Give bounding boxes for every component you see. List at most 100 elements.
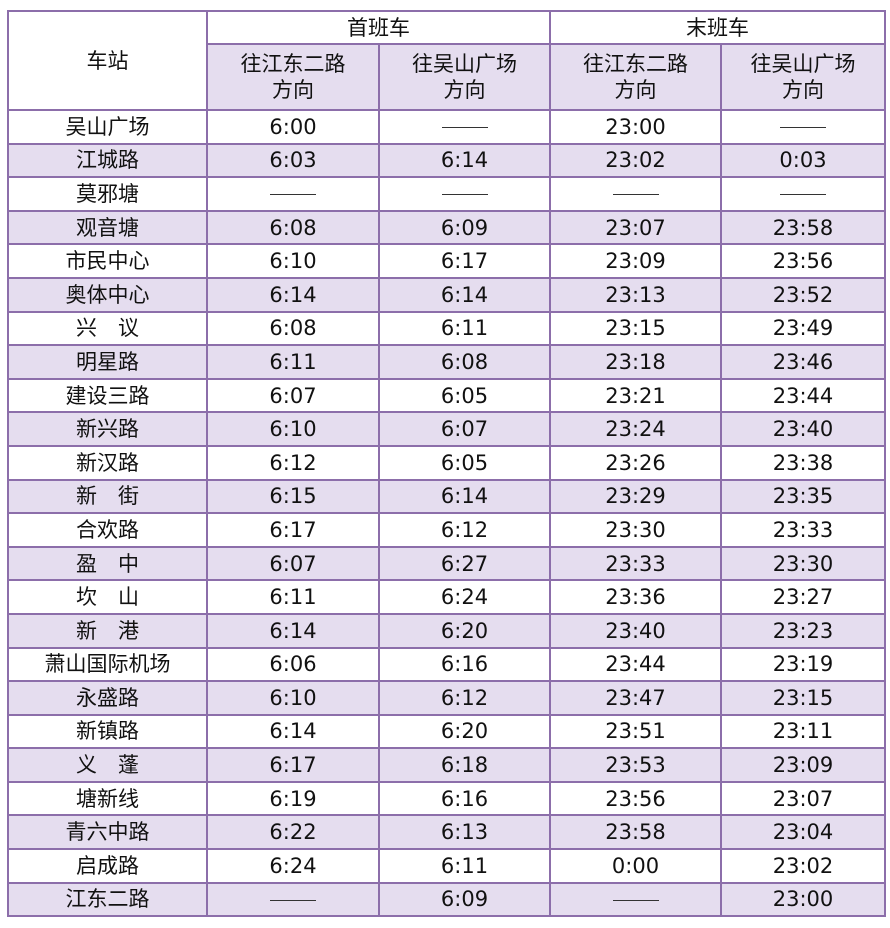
station-name-cell: 观音塘 bbox=[7, 209, 208, 246]
direction-suffix: 方向 bbox=[614, 78, 657, 102]
last-to-wushan-cell: 23:11 bbox=[720, 713, 886, 750]
direction-suffix: 方向 bbox=[782, 78, 824, 102]
last-to-wushan-cell: 23:00 bbox=[720, 881, 886, 918]
last-to-wushan-cell: 23:40 bbox=[720, 411, 886, 447]
last-to-wushan-cell: 23:35 bbox=[720, 478, 886, 515]
no-service-dash bbox=[612, 899, 659, 901]
table-row: 义 蓬 6:17 6:18 23:53 23:09 bbox=[7, 747, 886, 783]
last-to-jiangdong-cell: 23:58 bbox=[549, 814, 722, 851]
station-name-cell: 建设三路 bbox=[7, 377, 208, 414]
station-name-cell: 莫邪塘 bbox=[7, 176, 208, 212]
direction-label: 往江东二路 bbox=[240, 52, 346, 76]
first-to-wushan-cell: 6:16 bbox=[378, 646, 551, 683]
last-to-jiangdong-cell: 23:33 bbox=[549, 545, 722, 582]
table-row: 市民中心 6:10 6:17 23:09 23:56 bbox=[7, 243, 886, 279]
first-to-jiangdong-cell: 6:12 bbox=[206, 444, 380, 481]
station-name-cell: 新汉路 bbox=[7, 444, 208, 481]
first-to-wushan-cell: 6:11 bbox=[378, 848, 551, 884]
first-to-jiangdong-cell: 6:17 bbox=[206, 747, 380, 783]
table-row: 江东二路 6:09 23:00 bbox=[7, 881, 886, 918]
first-to-wushan-cell: 6:16 bbox=[378, 780, 551, 817]
first-to-jiangdong-cell: 6:24 bbox=[206, 848, 380, 884]
table-row: 盈 中 6:07 6:27 23:33 23:30 bbox=[7, 545, 886, 582]
station-name-cell: 明星路 bbox=[7, 344, 208, 380]
last-to-jiangdong-cell: 23:24 bbox=[549, 411, 722, 447]
first-to-wushan-cell: 6:09 bbox=[378, 881, 551, 918]
table-row: 奥体中心 6:14 6:14 23:13 23:52 bbox=[7, 276, 886, 313]
table-row: 永盛路 6:10 6:12 23:47 23:15 bbox=[7, 680, 886, 716]
last-to-wushan-cell: 0:03 bbox=[720, 142, 886, 179]
first-to-wushan-cell: 6:17 bbox=[378, 243, 551, 279]
first-to-jiangdong-cell: 6:14 bbox=[206, 612, 380, 649]
last-to-wushan-cell bbox=[720, 109, 886, 145]
no-service-dash bbox=[780, 127, 826, 129]
last-to-wushan-cell: 23:09 bbox=[720, 747, 886, 783]
last-to-jiangdong-cell: 23:21 bbox=[549, 377, 722, 414]
first-to-wushan-cell: 6:09 bbox=[378, 209, 551, 246]
first-to-wushan-cell: 6:12 bbox=[378, 680, 551, 716]
table-row: 新 港 6:14 6:20 23:40 23:23 bbox=[7, 612, 886, 649]
last-to-jiangdong-cell bbox=[549, 176, 722, 212]
first-to-jiangdong-cell: 6:00 bbox=[206, 109, 380, 145]
table-row: 建设三路 6:07 6:05 23:21 23:44 bbox=[7, 377, 886, 414]
direction-suffix: 方向 bbox=[272, 78, 314, 102]
table-row: 新兴路 6:10 6:07 23:24 23:40 bbox=[7, 411, 886, 447]
no-service-dash bbox=[441, 127, 488, 129]
last-to-jiangdong-cell: 23:26 bbox=[549, 444, 722, 481]
first-to-wushan-cell: 6:18 bbox=[378, 747, 551, 783]
last-to-wushan-cell: 23:58 bbox=[720, 209, 886, 246]
last-to-jiangdong-cell: 23:53 bbox=[549, 747, 722, 783]
first-to-wushan-cell: 6:27 bbox=[378, 545, 551, 582]
first-train-header: 首班车 bbox=[206, 10, 551, 45]
table-row: 启成路 6:24 6:11 0:00 23:02 bbox=[7, 848, 886, 884]
first-to-wushan-cell: 6:14 bbox=[378, 142, 551, 179]
station-name-cell: 新兴路 bbox=[7, 411, 208, 447]
first-to-wushan-cell: 6:20 bbox=[378, 713, 551, 750]
first-to-jiangdong-header: 往江东二路 方向 bbox=[206, 43, 380, 111]
last-to-wushan-cell: 23:56 bbox=[720, 243, 886, 279]
last-to-jiangdong-cell: 23:15 bbox=[549, 310, 722, 347]
table-row: 新 街 6:15 6:14 23:29 23:35 bbox=[7, 478, 886, 515]
last-to-jiangdong-cell: 23:00 bbox=[549, 109, 722, 145]
station-name-cell: 奥体中心 bbox=[7, 276, 208, 313]
table-row: 新汉路 6:12 6:05 23:26 23:38 bbox=[7, 444, 886, 481]
last-to-jiangdong-cell: 23:47 bbox=[549, 680, 722, 716]
first-to-jiangdong-cell: 6:17 bbox=[206, 512, 380, 548]
last-to-jiangdong-cell bbox=[549, 881, 722, 918]
no-service-dash bbox=[270, 899, 316, 901]
first-to-jiangdong-cell: 6:08 bbox=[206, 310, 380, 347]
first-to-wushan-cell: 6:05 bbox=[378, 444, 551, 481]
last-to-jiangdong-cell: 23:09 bbox=[549, 243, 722, 279]
station-name-cell: 新 港 bbox=[7, 612, 208, 649]
last-to-jiangdong-cell: 23:29 bbox=[549, 478, 722, 515]
first-to-jiangdong-cell bbox=[206, 176, 380, 212]
station-name-cell: 市民中心 bbox=[7, 243, 208, 279]
last-to-wushan-cell: 23:02 bbox=[720, 848, 886, 884]
last-to-jiangdong-cell: 23:30 bbox=[549, 512, 722, 548]
last-to-jiangdong-cell: 23:36 bbox=[549, 579, 722, 615]
first-to-wushan-header: 往吴山广场 方向 bbox=[378, 43, 551, 111]
last-to-jiangdong-cell: 23:07 bbox=[549, 209, 722, 246]
direction-label: 往吴山广场 bbox=[412, 52, 517, 76]
table-row: 明星路 6:11 6:08 23:18 23:46 bbox=[7, 344, 886, 380]
station-name-cell: 启成路 bbox=[7, 848, 208, 884]
first-to-jiangdong-cell bbox=[206, 881, 380, 918]
last-to-wushan-header: 往吴山广场 方向 bbox=[720, 43, 886, 111]
first-to-jiangdong-cell: 6:10 bbox=[206, 680, 380, 716]
last-to-wushan-cell: 23:19 bbox=[720, 646, 886, 683]
last-to-wushan-cell: 23:15 bbox=[720, 680, 886, 716]
table-row: 莫邪塘 bbox=[7, 176, 886, 212]
first-to-wushan-cell: 6:08 bbox=[378, 344, 551, 380]
last-to-wushan-cell: 23:38 bbox=[720, 444, 886, 481]
station-name-cell: 塘新线 bbox=[7, 780, 208, 817]
table-row: 萧山国际机场 6:06 6:16 23:44 23:19 bbox=[7, 646, 886, 683]
station-name-cell: 青六中路 bbox=[7, 814, 208, 851]
station-header: 车站 bbox=[7, 10, 208, 111]
last-to-wushan-cell: 23:52 bbox=[720, 276, 886, 313]
last-to-wushan-cell: 23:23 bbox=[720, 612, 886, 649]
station-name-cell: 义 蓬 bbox=[7, 747, 208, 783]
last-to-jiangdong-header: 往江东二路 方向 bbox=[549, 43, 722, 111]
table-row: 坎 山 6:11 6:24 23:36 23:27 bbox=[7, 579, 886, 615]
no-service-dash bbox=[441, 194, 488, 196]
first-to-wushan-cell bbox=[378, 109, 551, 145]
